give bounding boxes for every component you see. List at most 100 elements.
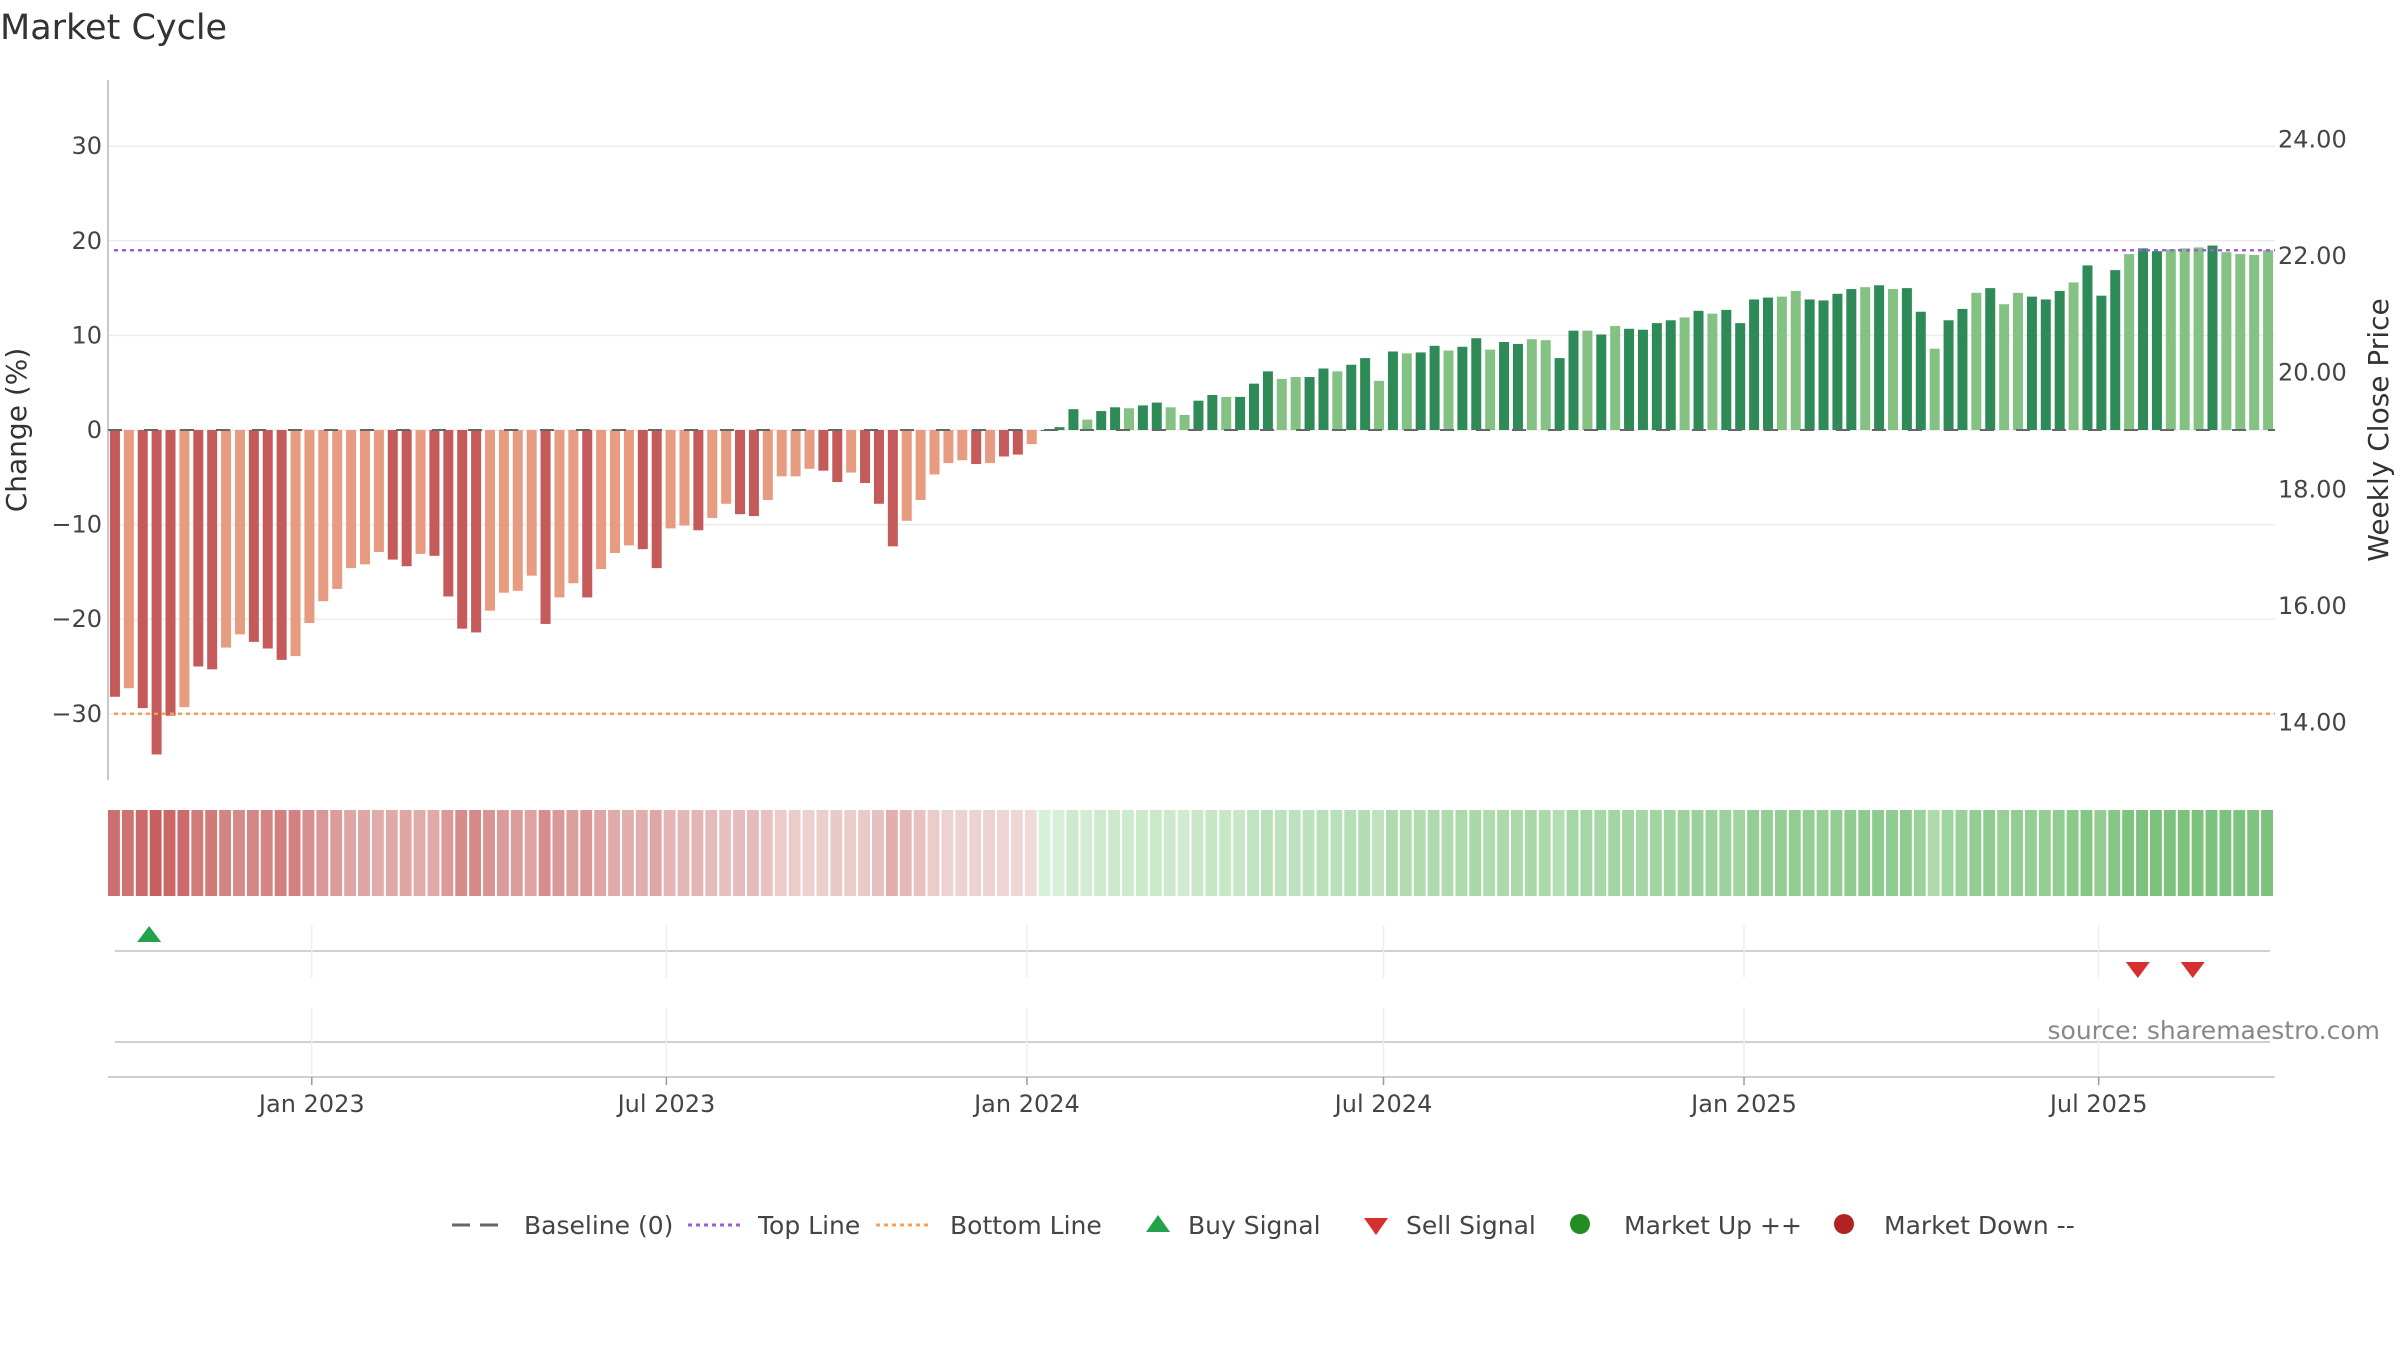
heat-cell <box>1913 810 1926 896</box>
heat-cell <box>191 810 204 896</box>
heat-cell <box>2122 810 2135 896</box>
change-bar <box>2138 248 2149 430</box>
y2-axis-label: Weekly Close Price <box>2362 298 2395 561</box>
heat-cell <box>1372 810 1384 896</box>
heat-cell <box>1122 810 1134 896</box>
x-axis: Jan 2023 Jul 2023 Jan 2024 Jul 2024 Jan 2025… <box>257 1077 2147 1118</box>
circle-icon <box>1834 1214 1854 1234</box>
change-bar <box>582 430 593 598</box>
change-bar <box>2179 248 2190 430</box>
change-bar <box>1443 350 1454 430</box>
signal-markers <box>137 926 2205 978</box>
heat-cell <box>205 810 218 896</box>
heat-cell <box>1705 810 1718 896</box>
heat-cell <box>705 810 718 896</box>
change-bar <box>1457 346 1468 430</box>
heat-cell <box>1983 810 1996 896</box>
heat-cell <box>1108 810 1121 896</box>
heat-cell <box>1774 810 1787 896</box>
heat-cell <box>719 810 732 896</box>
heat-cell <box>344 810 357 896</box>
heat-cell <box>2219 810 2232 896</box>
heat-cell <box>1469 810 1482 896</box>
change-bar <box>2124 254 2135 430</box>
change-bar <box>610 430 621 553</box>
change-bar <box>1804 299 1815 430</box>
heat-cell <box>316 810 329 896</box>
heat-cell <box>1413 810 1426 896</box>
change-bar <box>596 430 607 570</box>
heat-cell <box>649 810 662 896</box>
heat-cell <box>608 810 620 896</box>
change-bar <box>860 430 871 483</box>
y-tick-label: 20 <box>71 227 102 255</box>
heat-cell <box>2149 810 2162 896</box>
change-bar <box>957 430 968 461</box>
heat-cell <box>1636 810 1648 896</box>
change-bar <box>1721 309 1732 430</box>
heat-cell <box>1163 810 1176 896</box>
heat-cell <box>1941 810 1954 896</box>
change-bar <box>1179 414 1190 430</box>
change-bar <box>2013 292 2024 430</box>
change-bar <box>1512 343 1523 430</box>
source-text: source: sharemaestro.com <box>2048 1016 2381 1045</box>
change-bar <box>735 430 746 515</box>
heat-cell <box>1594 810 1607 896</box>
heat-cell <box>844 810 857 896</box>
heat-cell <box>733 810 745 896</box>
heat-cell <box>1302 810 1315 896</box>
change-bar <box>276 430 287 660</box>
change-bar <box>1887 289 1898 430</box>
change-bar <box>165 430 176 716</box>
change-bar <box>1276 378 1287 430</box>
heat-cell <box>1274 810 1287 896</box>
heat-cell <box>2205 810 2218 896</box>
heat-cell <box>1802 810 1815 896</box>
change-bar <box>1415 352 1426 430</box>
heat-cell <box>2247 810 2260 896</box>
change-bar <box>1568 330 1579 430</box>
heat-cell <box>302 810 315 896</box>
legend-item-baseline: Baseline (0) <box>452 1211 673 1240</box>
x-tick-label: Jan 2023 <box>257 1090 365 1118</box>
heat-cell <box>969 810 982 896</box>
heat-cell <box>872 810 884 896</box>
heat-cell <box>635 810 648 896</box>
heat-cell <box>1510 810 1523 896</box>
legend-label: Market Down -- <box>1884 1211 2075 1240</box>
heat-cell <box>1816 810 1829 896</box>
heat-cell <box>1344 810 1357 896</box>
change-bar <box>971 430 982 465</box>
change-bar <box>540 430 551 624</box>
heat-cell <box>371 810 384 896</box>
change-bar <box>1679 317 1690 430</box>
heat-cell <box>1135 810 1148 896</box>
heat-cell <box>483 810 495 896</box>
change-bar <box>221 430 232 648</box>
heat-cell <box>1608 810 1621 896</box>
change-bar <box>1304 377 1315 430</box>
change-bar <box>1207 395 1218 430</box>
change-bar <box>651 430 662 569</box>
y-axis-label: Change (%) <box>0 348 33 513</box>
heat-cell <box>1247 810 1259 896</box>
heat-cell <box>927 810 940 896</box>
circle-icon <box>1570 1214 1590 1234</box>
change-bar <box>1832 293 1843 430</box>
cycle-heat-strip <box>108 810 2273 896</box>
legend-label: Top Line <box>757 1211 860 1240</box>
change-bar <box>1846 289 1857 430</box>
heat-cell <box>677 810 690 896</box>
change-bar <box>1693 310 1704 430</box>
heat-cell <box>1858 810 1871 896</box>
change-bar <box>1151 402 1162 430</box>
heat-cell <box>1080 810 1093 896</box>
change-bar <box>359 430 370 565</box>
heat-cell <box>2038 810 2051 896</box>
change-bar <box>2193 247 2204 430</box>
change-bar <box>707 430 718 518</box>
heat-cell <box>1094 810 1107 896</box>
heat-cell <box>1205 810 1218 896</box>
x-tick-label: Jan 2024 <box>972 1090 1080 1118</box>
